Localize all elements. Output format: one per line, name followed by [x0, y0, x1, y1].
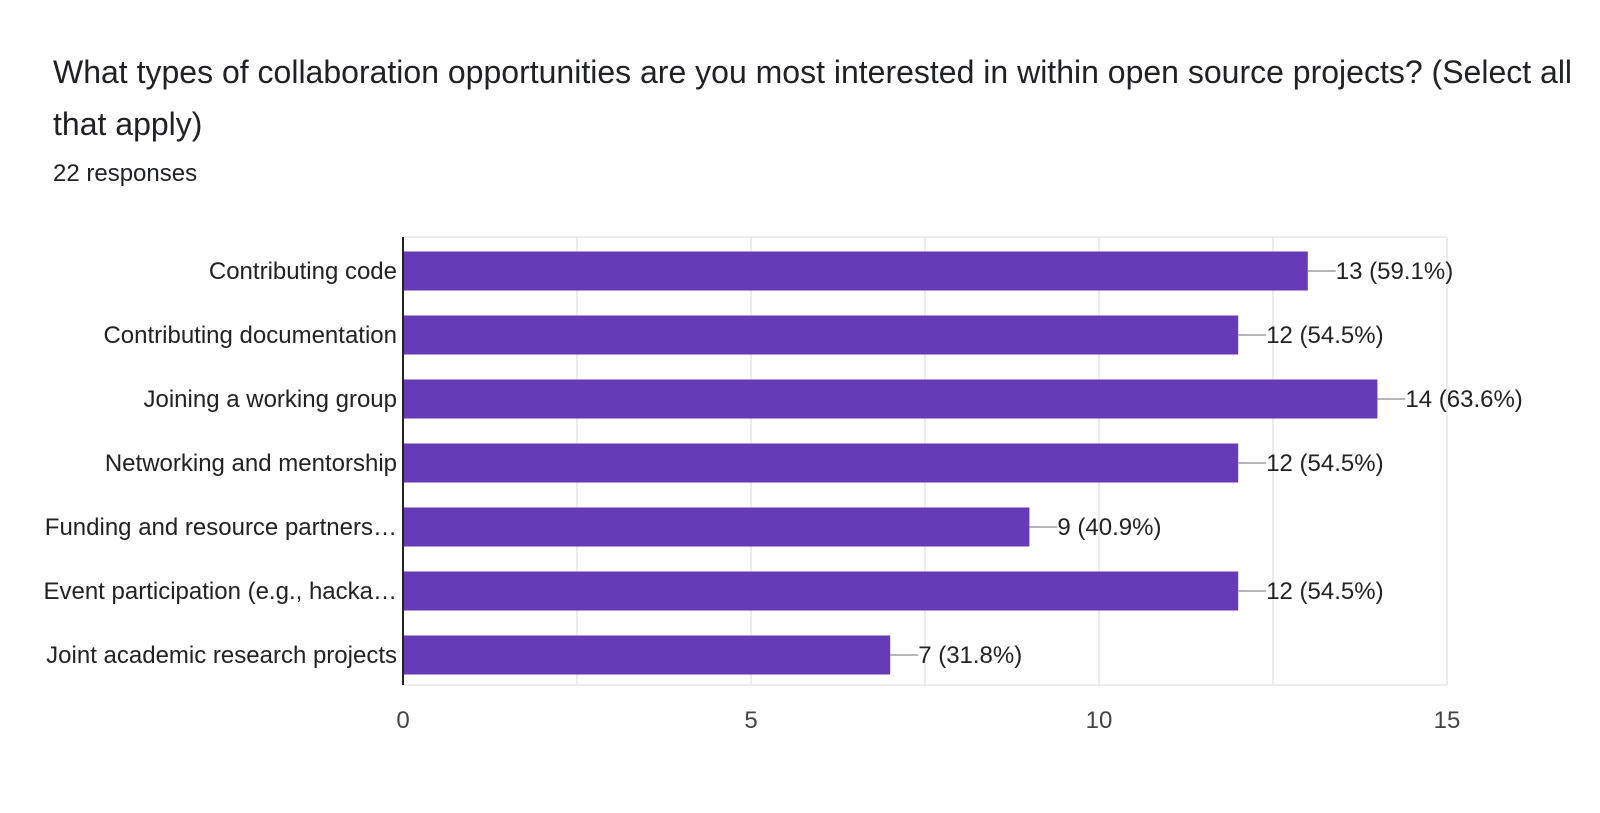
data-label: 13 (59.1%)	[1336, 258, 1453, 285]
category-label: Contributing documentation	[103, 322, 397, 349]
x-tick-label: 5	[744, 707, 757, 734]
category-label: Joining a working group	[144, 386, 398, 413]
x-tick-label: 15	[1434, 707, 1461, 734]
category-label: Funding and resource partners…	[45, 514, 397, 541]
bar	[403, 635, 891, 675]
category-label: Contributing code	[209, 258, 397, 285]
data-label: 12 (54.5%)	[1266, 450, 1383, 477]
bar	[403, 443, 1239, 483]
question-title: What types of collaboration opportunitie…	[53, 54, 1573, 142]
bar	[403, 251, 1308, 291]
data-label: 7 (31.8%)	[918, 642, 1022, 669]
bar	[403, 315, 1239, 355]
x-tick-label: 10	[1086, 707, 1113, 734]
category-label: Joint academic research projects	[46, 642, 397, 669]
data-label: 12 (54.5%)	[1266, 578, 1383, 605]
bar	[403, 571, 1239, 611]
response-count: 22 responses	[53, 160, 198, 187]
category-label: Networking and mentorship	[105, 450, 397, 477]
bar	[403, 379, 1378, 419]
data-label: 12 (54.5%)	[1266, 322, 1383, 349]
data-label: 9 (40.9%)	[1057, 514, 1161, 541]
bar	[403, 507, 1030, 547]
data-label: 14 (63.6%)	[1405, 386, 1522, 413]
x-tick-label: 0	[396, 707, 409, 734]
category-label: Event participation (e.g., hacka…	[43, 578, 397, 605]
question-header: What types of collaboration opportunitie…	[53, 46, 1573, 190]
